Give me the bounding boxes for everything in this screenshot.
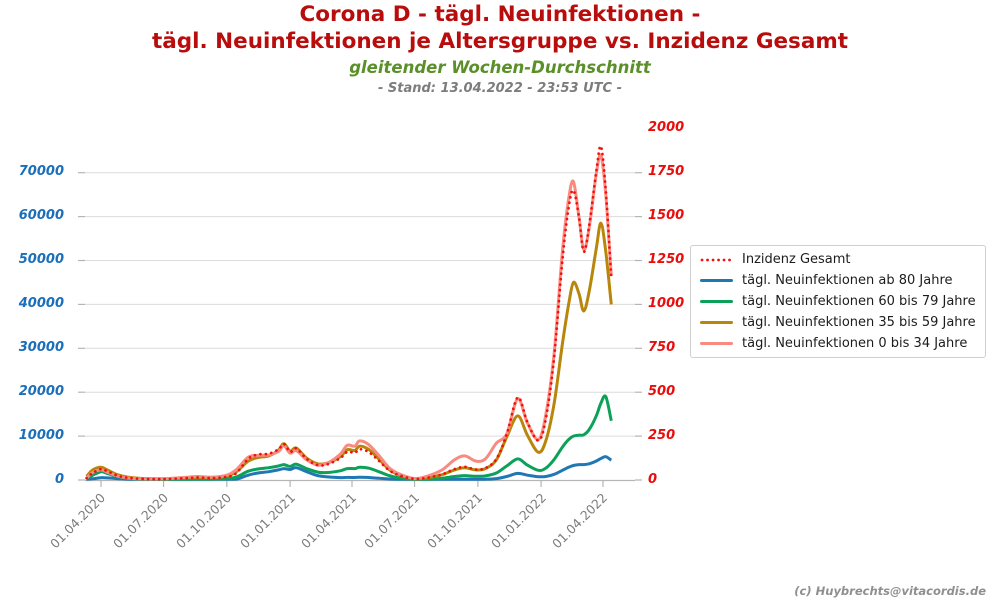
- left-axis-tick-label: 20000: [18, 383, 64, 399]
- right-axis-tick-label: 500: [648, 383, 676, 399]
- legend-item: tägl. Neuinfektionen ab 80 Jahre: [691, 271, 985, 291]
- legend-item-label: tägl. Neuinfektionen ab 80 Jahre: [742, 273, 953, 288]
- legend-item: tägl. Neuinfektionen 0 bis 34 Jahre: [691, 334, 985, 354]
- legend-item-label: tägl. Neuinfektionen 60 bis 79 Jahre: [742, 294, 976, 309]
- legend-line-sample: [700, 279, 733, 282]
- chart-stand-timestamp: - Stand: 13.04.2022 - 23:53 UTC -: [377, 81, 623, 96]
- legend-item: tägl. Neuinfektionen 60 bis 79 Jahre: [691, 292, 985, 312]
- legend-item-label: Inzidenz Gesamt: [742, 252, 851, 267]
- right-axis-tick-label: 1250: [648, 252, 685, 267]
- right-axis-tick-label: 2000: [648, 120, 685, 136]
- legend-item-label: tägl. Neuinfektionen 35 bis 59 Jahre: [742, 315, 976, 330]
- right-axis-tick-label: 0: [648, 471, 658, 487]
- legend-line-sample: [700, 257, 733, 263]
- left-axis-tick-label: 40000: [18, 295, 64, 311]
- legend-item: Inzidenz Gesamt: [691, 250, 985, 270]
- right-axis-tick-label: 1000: [648, 295, 685, 311]
- legend-line-sample: [700, 342, 733, 345]
- series-line: [85, 144, 613, 481]
- right-axis-tick-label: 1750: [648, 164, 685, 180]
- legend-item: tägl. Neuinfektionen 35 bis 59 Jahre: [691, 313, 985, 333]
- chart-subtitle: gleitender Wochen-Durchschnitt: [349, 58, 651, 77]
- left-axis-tick-label: 10000: [18, 427, 64, 443]
- right-axis-tick-label: 1500: [648, 208, 685, 224]
- left-axis-tick-label: 30000: [18, 339, 64, 355]
- series-line: [85, 153, 613, 481]
- legend: Inzidenz Gesamt tägl. Neuinfektionen ab 8…: [690, 245, 986, 358]
- copyright-note: (c) Huybrechts@vitacordis.de: [794, 584, 986, 598]
- chart-title-line2: tägl. Neuinfektionen je Altersgruppe vs.…: [151, 29, 849, 54]
- left-axis-tick-label: 0: [54, 471, 64, 487]
- series-line: [85, 221, 613, 481]
- left-axis-tick-label: 60000: [18, 208, 64, 224]
- left-axis-tick-label: 70000: [18, 164, 64, 180]
- chart-title-line1: Corona D - tägl. Neuinfektionen -: [299, 2, 701, 27]
- legend-line-sample: [700, 300, 733, 303]
- right-axis-tick-label: 750: [648, 339, 676, 355]
- legend-line-sample: [700, 321, 733, 324]
- left-axis-tick-label: 50000: [18, 252, 64, 267]
- right-axis-tick-label: 250: [648, 427, 676, 443]
- series-line: [85, 394, 613, 481]
- legend-item-label: tägl. Neuinfektionen 0 bis 34 Jahre: [742, 336, 968, 351]
